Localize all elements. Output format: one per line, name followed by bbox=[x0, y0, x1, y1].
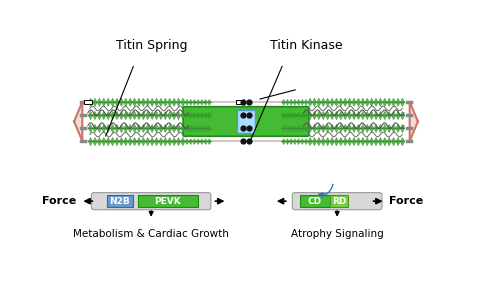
FancyBboxPatch shape bbox=[236, 100, 244, 104]
FancyBboxPatch shape bbox=[300, 195, 330, 207]
Text: Titin Kinase: Titin Kinase bbox=[270, 39, 343, 52]
Text: CD: CD bbox=[308, 197, 322, 206]
FancyBboxPatch shape bbox=[330, 195, 348, 207]
Text: Titin Spring: Titin Spring bbox=[116, 39, 187, 52]
Text: PEVK: PEVK bbox=[155, 197, 181, 206]
Polygon shape bbox=[74, 102, 83, 141]
Polygon shape bbox=[410, 102, 418, 141]
FancyBboxPatch shape bbox=[237, 110, 255, 133]
Text: Metabolism & Cardiac Growth: Metabolism & Cardiac Growth bbox=[73, 229, 229, 239]
Text: Force: Force bbox=[389, 196, 423, 206]
Text: RD: RD bbox=[332, 197, 346, 206]
FancyBboxPatch shape bbox=[292, 193, 382, 210]
Text: Atrophy Signaling: Atrophy Signaling bbox=[291, 229, 384, 239]
FancyBboxPatch shape bbox=[107, 195, 132, 207]
FancyBboxPatch shape bbox=[91, 193, 211, 210]
Text: N2B: N2B bbox=[109, 197, 130, 206]
FancyBboxPatch shape bbox=[84, 100, 92, 104]
FancyBboxPatch shape bbox=[183, 107, 309, 136]
Text: Force: Force bbox=[43, 196, 77, 206]
FancyBboxPatch shape bbox=[138, 195, 198, 207]
